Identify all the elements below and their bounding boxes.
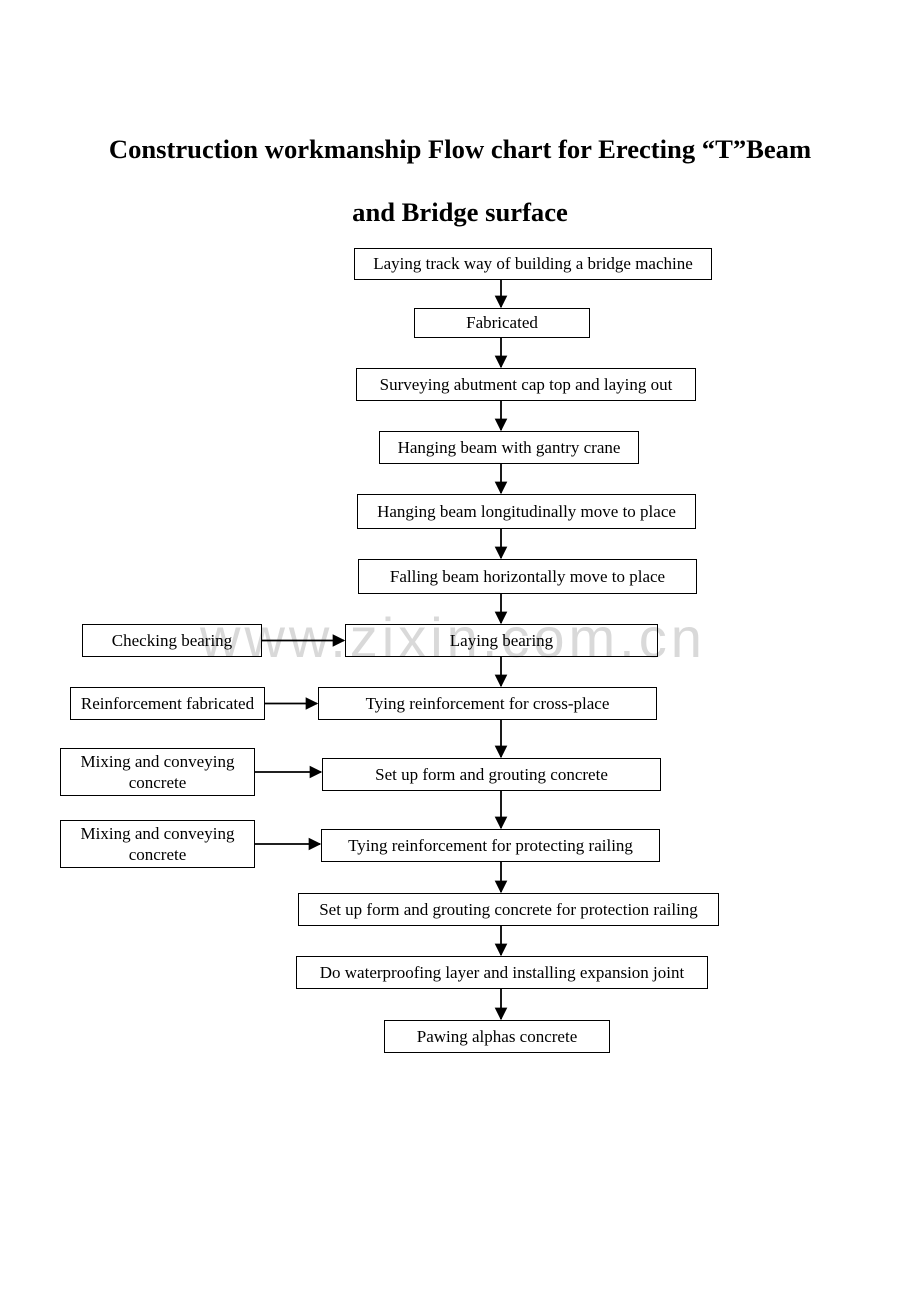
page-title-line1: Construction workmanship Flow chart for …: [0, 134, 920, 165]
flowchart-node-s3: Mixing and conveying concrete: [60, 748, 255, 796]
flowchart-node-n2: Fabricated: [414, 308, 590, 338]
flowchart-node-n5: Hanging beam longitudinally move to plac…: [357, 494, 696, 529]
flowchart-node-n7: Laying bearing: [345, 624, 658, 657]
node-label: Checking bearing: [112, 630, 232, 651]
node-label: Pawing alphas concrete: [417, 1026, 578, 1047]
flowchart-node-n1: Laying track way of building a bridge ma…: [354, 248, 712, 280]
node-label: Hanging beam with gantry crane: [398, 437, 621, 458]
node-label: Reinforcement fabricated: [81, 693, 254, 714]
node-label: Fabricated: [466, 312, 538, 333]
flowchart-node-n11: Set up form and grouting concrete for pr…: [298, 893, 719, 926]
node-label: Hanging beam longitudinally move to plac…: [377, 501, 676, 522]
flowchart-node-n8: Tying reinforcement for cross-place: [318, 687, 657, 720]
flowchart-node-n12: Do waterproofing layer and installing ex…: [296, 956, 708, 989]
node-label: Do waterproofing layer and installing ex…: [320, 962, 684, 983]
flowchart-node-s4: Mixing and conveying concrete: [60, 820, 255, 868]
flowchart-node-n9: Set up form and grouting concrete: [322, 758, 661, 791]
flowchart-node-s1: Checking bearing: [82, 624, 262, 657]
node-label: Laying bearing: [450, 630, 553, 651]
flowchart-node-n4: Hanging beam with gantry crane: [379, 431, 639, 464]
page-title-line2: and Bridge surface: [0, 197, 920, 228]
node-label: Laying track way of building a bridge ma…: [373, 253, 693, 274]
node-label: Tying reinforcement for protecting raili…: [348, 835, 633, 856]
node-label: Falling beam horizontally move to place: [390, 566, 665, 587]
flowchart-node-n10: Tying reinforcement for protecting raili…: [321, 829, 660, 862]
node-label: Mixing and conveying concrete: [67, 823, 248, 866]
node-label: Set up form and grouting concrete: [375, 764, 608, 785]
flowchart-node-s2: Reinforcement fabricated: [70, 687, 265, 720]
node-label: Mixing and conveying concrete: [67, 751, 248, 794]
flowchart-node-n6: Falling beam horizontally move to place: [358, 559, 697, 594]
node-label: Surveying abutment cap top and laying ou…: [380, 374, 673, 395]
node-label: Set up form and grouting concrete for pr…: [319, 899, 698, 920]
page: Construction workmanship Flow chart for …: [0, 0, 920, 1302]
node-label: Tying reinforcement for cross-place: [366, 693, 610, 714]
flowchart-node-n3: Surveying abutment cap top and laying ou…: [356, 368, 696, 401]
flowchart-node-n13: Pawing alphas concrete: [384, 1020, 610, 1053]
